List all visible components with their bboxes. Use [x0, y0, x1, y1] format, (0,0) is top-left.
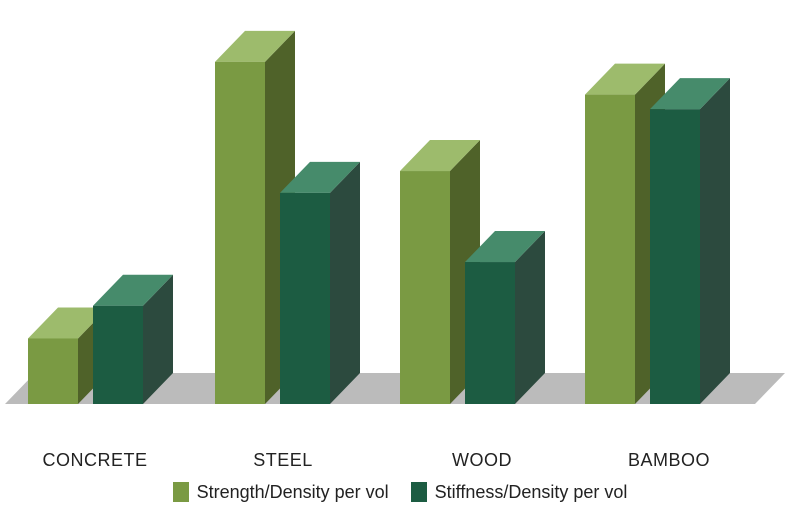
bar-front	[215, 61, 265, 405]
legend-item-stiffness: Stiffness/Density per vol	[410, 481, 628, 503]
bar-front	[650, 109, 700, 404]
legend-item-strength: Strength/Density per vol	[172, 481, 389, 503]
bar-front	[93, 305, 143, 404]
legend-label-stiffness: Stiffness/Density per vol	[434, 481, 628, 502]
legend-label-strength: Strength/Density per vol	[196, 481, 389, 502]
bar-top	[280, 161, 360, 193]
bar-front	[28, 338, 78, 404]
bar-bamboo-stiffness	[650, 78, 730, 404]
bar-top	[465, 231, 545, 263]
legend-swatch-stiffness	[410, 482, 427, 502]
legend-swatch-strength	[172, 482, 189, 502]
category-label-wood: WOOD	[452, 450, 512, 470]
legend: Strength/Density per vol Stiffness/Densi…	[0, 478, 800, 506]
bar-top	[28, 307, 108, 339]
bar-top	[585, 63, 665, 95]
bar-side	[700, 78, 730, 404]
bar-top	[215, 30, 295, 62]
bar-wood-stiffness	[465, 231, 545, 404]
bar-top	[93, 274, 173, 306]
bar-front	[465, 262, 515, 404]
category-label-concrete: CONCRETE	[42, 450, 147, 470]
bars-group	[28, 30, 730, 405]
bar-side	[330, 161, 360, 404]
bar-steel-stiffness	[280, 161, 360, 404]
bar-top	[650, 78, 730, 110]
category-labels: CONCRETE STEEL WOOD BAMBOO	[42, 450, 710, 470]
bar-concrete-stiffness	[93, 274, 173, 404]
category-label-steel: STEEL	[253, 450, 313, 470]
bar-side	[143, 274, 173, 404]
bar-top	[400, 140, 480, 172]
bar-front	[400, 171, 450, 404]
bar-side	[515, 231, 545, 404]
bar-front	[585, 94, 635, 404]
bar-front	[280, 192, 330, 404]
category-label-bamboo: BAMBOO	[628, 450, 710, 470]
